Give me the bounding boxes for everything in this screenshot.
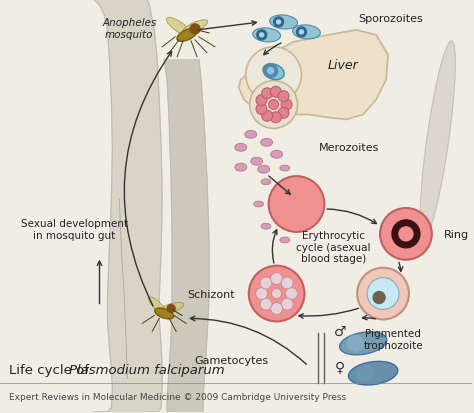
Circle shape [264,64,278,78]
Ellipse shape [339,332,387,355]
Circle shape [270,112,282,123]
Circle shape [269,177,324,232]
Circle shape [260,299,272,310]
Circle shape [277,21,281,25]
Text: Life cycle of: Life cycle of [9,363,94,376]
Circle shape [373,292,385,304]
Circle shape [278,108,289,119]
Ellipse shape [280,166,290,172]
Circle shape [262,111,273,122]
Circle shape [190,25,200,35]
Ellipse shape [258,166,270,174]
Ellipse shape [253,29,281,43]
Ellipse shape [261,139,273,147]
Circle shape [357,366,373,381]
Circle shape [256,104,267,115]
Circle shape [271,303,283,315]
Text: Gametocytes: Gametocytes [194,355,269,366]
Circle shape [273,18,283,28]
Circle shape [399,227,413,241]
Circle shape [255,288,268,300]
Text: Merozoites: Merozoites [319,143,379,153]
Circle shape [392,221,420,248]
Circle shape [281,100,292,111]
Text: Liver: Liver [328,59,359,72]
Polygon shape [239,31,388,120]
Circle shape [281,278,293,289]
Circle shape [246,47,301,103]
Text: Sporozoites: Sporozoites [358,14,423,24]
Ellipse shape [261,179,271,185]
Circle shape [257,31,267,41]
Text: Anopheles
mosquito: Anopheles mosquito [102,18,156,40]
Text: Sexual development
in mosquito gut: Sexual development in mosquito gut [21,218,128,240]
Circle shape [285,288,298,300]
Circle shape [260,278,272,289]
Ellipse shape [155,308,173,319]
Circle shape [278,92,289,102]
Circle shape [271,273,283,285]
Text: Ring: Ring [444,229,469,239]
Ellipse shape [348,361,398,385]
Ellipse shape [235,164,247,172]
Ellipse shape [245,131,257,139]
Ellipse shape [292,26,320,40]
Circle shape [249,266,304,322]
Ellipse shape [166,18,191,37]
Ellipse shape [420,42,456,238]
Circle shape [269,100,279,110]
Circle shape [347,335,363,351]
Circle shape [300,31,303,35]
Ellipse shape [182,21,208,35]
Ellipse shape [254,202,264,207]
Circle shape [380,209,432,260]
Text: Erythrocytic
cycle (asexual
blood stage): Erythrocytic cycle (asexual blood stage) [296,230,371,264]
Ellipse shape [235,144,247,152]
Circle shape [270,87,282,98]
Circle shape [367,278,399,310]
Circle shape [268,69,273,74]
Circle shape [357,268,409,320]
Ellipse shape [161,303,184,313]
Circle shape [260,34,264,38]
Ellipse shape [270,16,298,30]
Text: Plasmodium falciparum: Plasmodium falciparum [69,363,224,376]
Circle shape [250,81,298,129]
Circle shape [272,289,282,299]
Circle shape [256,95,267,106]
Ellipse shape [271,151,283,159]
Ellipse shape [280,237,290,243]
Circle shape [262,89,273,100]
Ellipse shape [261,224,271,230]
Polygon shape [94,1,162,412]
Text: Pigmented
trophozoite: Pigmented trophozoite [363,329,423,350]
Circle shape [297,28,307,38]
Ellipse shape [149,297,168,316]
Polygon shape [164,61,209,412]
Ellipse shape [177,29,197,42]
Circle shape [281,299,293,310]
Ellipse shape [251,158,263,166]
Text: ♂: ♂ [334,324,346,337]
Ellipse shape [263,64,284,81]
Text: ♀: ♀ [335,359,346,373]
Circle shape [167,305,175,313]
Text: Expert Reviews in Molecular Medicine © 2009 Cambridge University Press: Expert Reviews in Molecular Medicine © 2… [9,392,346,401]
Text: Schizont: Schizont [187,289,235,299]
